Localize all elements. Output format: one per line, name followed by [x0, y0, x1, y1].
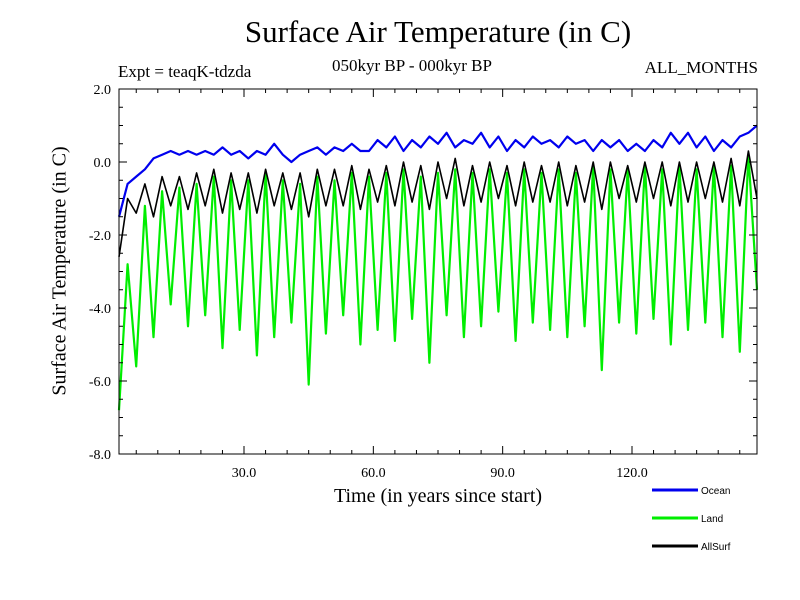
- series-line-allsurf: [118, 150, 758, 258]
- series-line-ocean: [117, 124, 758, 218]
- legend-label-ocean: Ocean: [701, 486, 730, 497]
- y-tick-label: -8.0: [89, 448, 111, 463]
- months-label: ALL_MONTHS: [644, 58, 758, 77]
- legend: Ocean Land AllSurf: [652, 486, 731, 553]
- y-axis-label: Surface Air Temperature (in C): [48, 146, 71, 396]
- period-label: 050kyr BP - 000kyr BP: [332, 56, 492, 75]
- x-tick-label: 60.0: [361, 466, 386, 481]
- experiment-label: Expt = teaqK-tdzda: [118, 62, 252, 81]
- ticks-layer: 30.0 60.0 90.0 120.0 -8.0 -6.0 -4.0 -2.0 0.0 2.0: [89, 83, 757, 481]
- x-tick-label: 90.0: [490, 466, 515, 481]
- legend-label-allsurf: AllSurf: [701, 542, 731, 553]
- legend-label-land: Land: [701, 514, 723, 525]
- x-axis-label: Time (in years since start): [333, 485, 543, 507]
- y-tick-label: -4.0: [89, 302, 111, 317]
- series-layer: [117, 124, 759, 411]
- x-tick-label: 30.0: [232, 466, 257, 481]
- y-tick-label: 0.0: [94, 156, 112, 171]
- y-tick-label: -2.0: [89, 229, 111, 244]
- chart-title: Surface Air Temperature (in C): [244, 14, 632, 49]
- y-tick-label: -6.0: [89, 375, 111, 390]
- y-tick-label: 2.0: [94, 83, 112, 98]
- series-line-land: [117, 153, 759, 411]
- x-tick-label: 120.0: [616, 466, 648, 481]
